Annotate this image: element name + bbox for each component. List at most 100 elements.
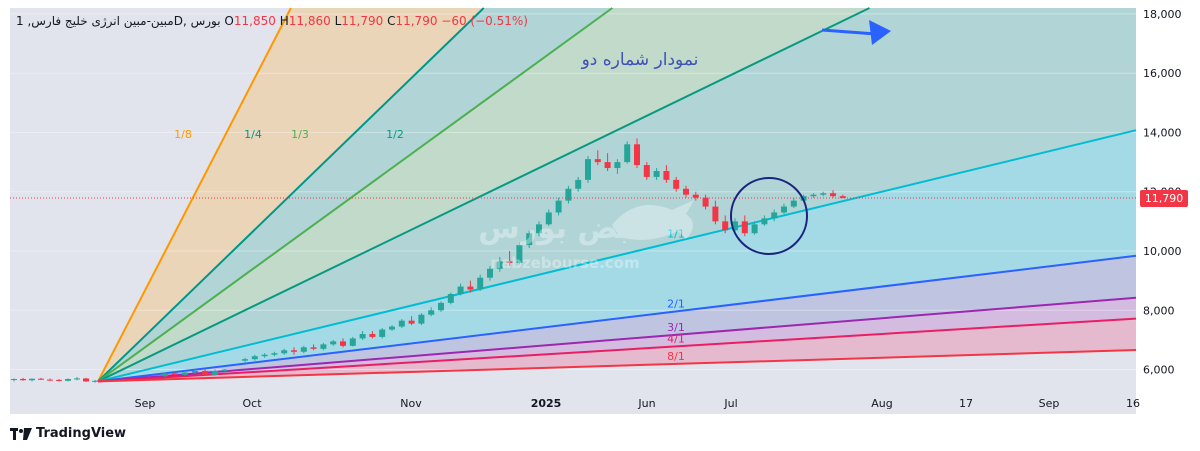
trend-arrow[interactable] <box>821 20 891 45</box>
candle-body <box>712 206 719 222</box>
gann-fan-labels: 1/8 1/4 1/3 1/2 1/1 2/1 3/14/1 8/1 <box>174 128 685 363</box>
fan-label-8-1: 8/1 <box>667 350 685 363</box>
candle-body <box>242 359 248 361</box>
fan-line-1-3 <box>97 7 613 383</box>
tradingview-logo-icon <box>10 427 32 440</box>
high-value: 11,860 <box>288 14 331 28</box>
candle-body <box>624 144 631 163</box>
gann-fan-lines[interactable] <box>97 7 1137 383</box>
highlight-circle[interactable] <box>730 177 808 255</box>
candle-body <box>359 333 366 339</box>
fan-line-1-8 <box>97 7 292 382</box>
time-tick-label: Sep <box>135 397 156 410</box>
candle-body <box>369 333 376 337</box>
candle-body <box>761 218 768 225</box>
candle-body <box>389 326 395 330</box>
candle-body <box>47 379 53 381</box>
fan-label-4-1: 4/1 <box>667 332 685 345</box>
candle-body <box>810 194 817 197</box>
candle-body <box>428 310 435 315</box>
time-tick-label: Nov <box>400 397 422 410</box>
time-tick-label: Sep <box>1039 397 1060 410</box>
candle-body <box>477 277 484 290</box>
time-tick-label: Aug <box>871 397 892 410</box>
high-label: H <box>279 14 289 28</box>
time-tick-label: Jun <box>637 397 655 410</box>
candle-body <box>683 188 689 195</box>
time-axis[interactable]: Sep Oct Nov 2025 Jun Jul Aug 17 Sep 16 <box>135 397 1140 410</box>
fan-fill-3 <box>98 8 1136 382</box>
fan-line-1-2 <box>97 7 870 383</box>
candle-body <box>545 212 552 225</box>
candle-body <box>830 193 836 197</box>
price-tick-label: 18,000 <box>1143 8 1182 21</box>
candle-body <box>496 261 503 269</box>
price-tick-label: 16,000 <box>1143 67 1182 80</box>
fan-label-1-8: 1/8 <box>174 128 192 141</box>
candle-body <box>20 379 26 381</box>
fan-line-1-4 <box>97 7 485 383</box>
open-label: O <box>224 14 234 28</box>
time-tick-label: Oct <box>242 397 262 410</box>
candle-body <box>457 286 464 294</box>
fan-label-3-1: 3/1 <box>667 321 685 334</box>
candle-body <box>291 350 297 352</box>
candle-body <box>467 286 474 290</box>
candle-body <box>585 159 591 180</box>
time-tick-label: 17 <box>959 397 973 410</box>
time-tick-label: 16 <box>1126 397 1140 410</box>
candle-body <box>261 354 268 357</box>
candle-body <box>330 341 337 345</box>
fan-line-2-1 <box>97 254 1137 383</box>
candle-body <box>29 378 35 381</box>
candle-body <box>663 170 670 180</box>
symbol-name[interactable]: مبین-مبین انرژی خلیج فارس, 1D, بورس <box>16 14 221 28</box>
price-tick-label: 14,000 <box>1143 126 1182 139</box>
change-value: −60 (−0.51%) <box>441 14 528 28</box>
candle-body <box>732 221 738 231</box>
fan-label-1-4: 1/4 <box>244 128 262 141</box>
candle-body <box>555 200 562 213</box>
candle-body <box>271 353 278 355</box>
candle-body <box>182 372 188 375</box>
candle-body <box>83 378 89 382</box>
brand-name: TradingView <box>36 426 127 441</box>
bull-icon <box>612 200 694 240</box>
candle-body <box>820 193 827 195</box>
candle-body <box>536 224 542 234</box>
candle-body <box>192 371 198 373</box>
chart-title: نمودار شماره دو <box>581 50 699 70</box>
fan-line-8-1 <box>97 349 1137 383</box>
candle-body <box>11 379 17 381</box>
candle-body <box>65 379 71 381</box>
fan-label-1-3: 1/3 <box>291 128 309 141</box>
watermark: نبض بورس nabzebourse.com <box>478 200 694 272</box>
fan-label-1-1: 1/1 <box>667 228 685 241</box>
low-label: L <box>334 14 342 28</box>
candle-body <box>281 350 288 354</box>
fan-line-3-1 <box>97 296 1137 383</box>
candle-body <box>300 347 307 352</box>
candle-body <box>447 293 454 303</box>
candle-body <box>162 373 168 377</box>
candle-body <box>526 233 533 246</box>
candle-body <box>340 341 346 346</box>
tradingview-brand[interactable]: TradingView <box>10 426 126 441</box>
candle-body <box>438 302 444 311</box>
candle-body <box>408 320 415 324</box>
watermark-url: nabzebourse.com <box>490 254 639 272</box>
candle-body <box>74 378 80 380</box>
candle-body <box>506 261 513 263</box>
close-label: C <box>387 14 396 28</box>
candle-body <box>202 371 208 375</box>
candle-body <box>781 206 787 213</box>
fan-label-2-1: 2/1 <box>667 297 685 310</box>
candle-body <box>790 200 797 207</box>
candle-body <box>722 221 729 231</box>
grid-lines <box>10 13 1136 371</box>
candle-body <box>634 144 640 166</box>
candle-body <box>771 212 778 219</box>
fan-label-1-2: 1/2 <box>386 128 404 141</box>
time-tick-label: 2025 <box>531 397 562 410</box>
